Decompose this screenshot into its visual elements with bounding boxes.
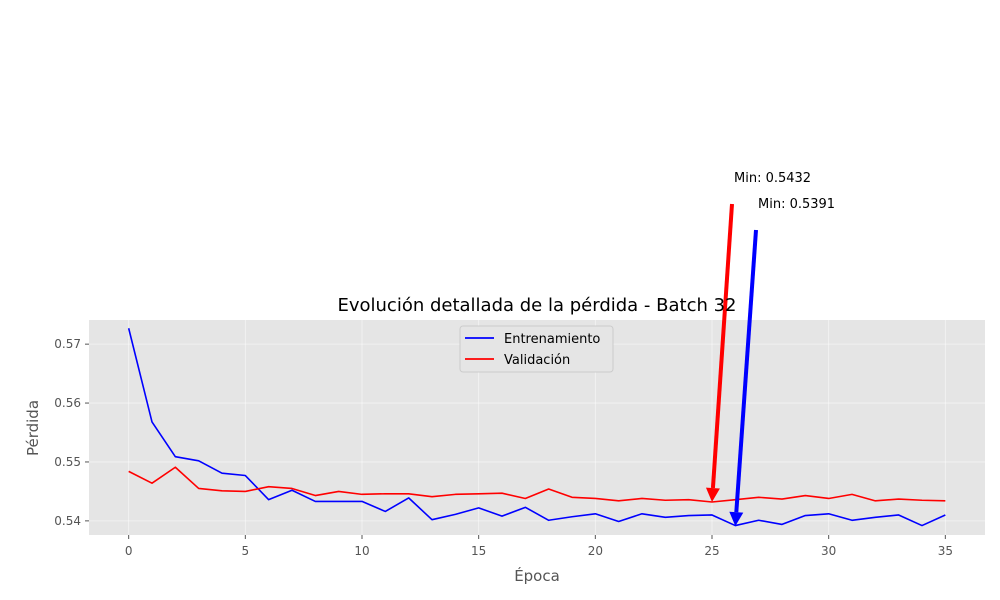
x-tick-label: 5 bbox=[242, 544, 250, 558]
annotation-label-val: Min: 0.5432 bbox=[734, 171, 811, 186]
x-tick-label: 30 bbox=[821, 544, 836, 558]
y-tick-label: 0.54 bbox=[54, 514, 81, 528]
y-tick-label: 0.57 bbox=[54, 337, 81, 351]
y-tick-label: 0.55 bbox=[54, 455, 81, 469]
annotation-label-train: Min: 0.5391 bbox=[758, 197, 835, 212]
y-axis-label: Pérdida bbox=[24, 400, 42, 456]
x-tick-label: 35 bbox=[938, 544, 953, 558]
series-line-1 bbox=[128, 466, 946, 503]
x-tick-label: 20 bbox=[588, 544, 603, 558]
x-tick-label: 10 bbox=[354, 544, 369, 558]
x-axis-label: Época bbox=[514, 566, 560, 585]
annotation-arrows bbox=[705, 203, 758, 527]
annotation-arrow-head bbox=[705, 487, 720, 503]
series-line-0 bbox=[127, 328, 946, 527]
x-tick-label: 25 bbox=[704, 544, 719, 558]
y-ticks: 0.54 0.55 0.56 0.57 bbox=[54, 337, 89, 528]
x-tick-label: 15 bbox=[471, 544, 486, 558]
x-tick-label: 0 bbox=[125, 544, 133, 558]
annotation-arrow-shaft bbox=[734, 229, 758, 513]
annotation-arrow-shaft bbox=[710, 203, 734, 489]
series-lines bbox=[127, 328, 946, 527]
x-ticks: 0 5 10 15 20 25 30 35 bbox=[125, 535, 953, 558]
legend: Entrenamiento Validación bbox=[459, 325, 614, 373]
annotation-arrow-head bbox=[729, 511, 744, 527]
legend-label-train: Entrenamiento bbox=[504, 332, 600, 347]
grid bbox=[89, 320, 985, 535]
y-tick-label: 0.56 bbox=[54, 396, 81, 410]
chart-title: Evolución detallada de la pérdida - Batc… bbox=[337, 295, 736, 316]
legend-label-val: Validación bbox=[504, 353, 570, 368]
legend-box bbox=[459, 325, 614, 373]
